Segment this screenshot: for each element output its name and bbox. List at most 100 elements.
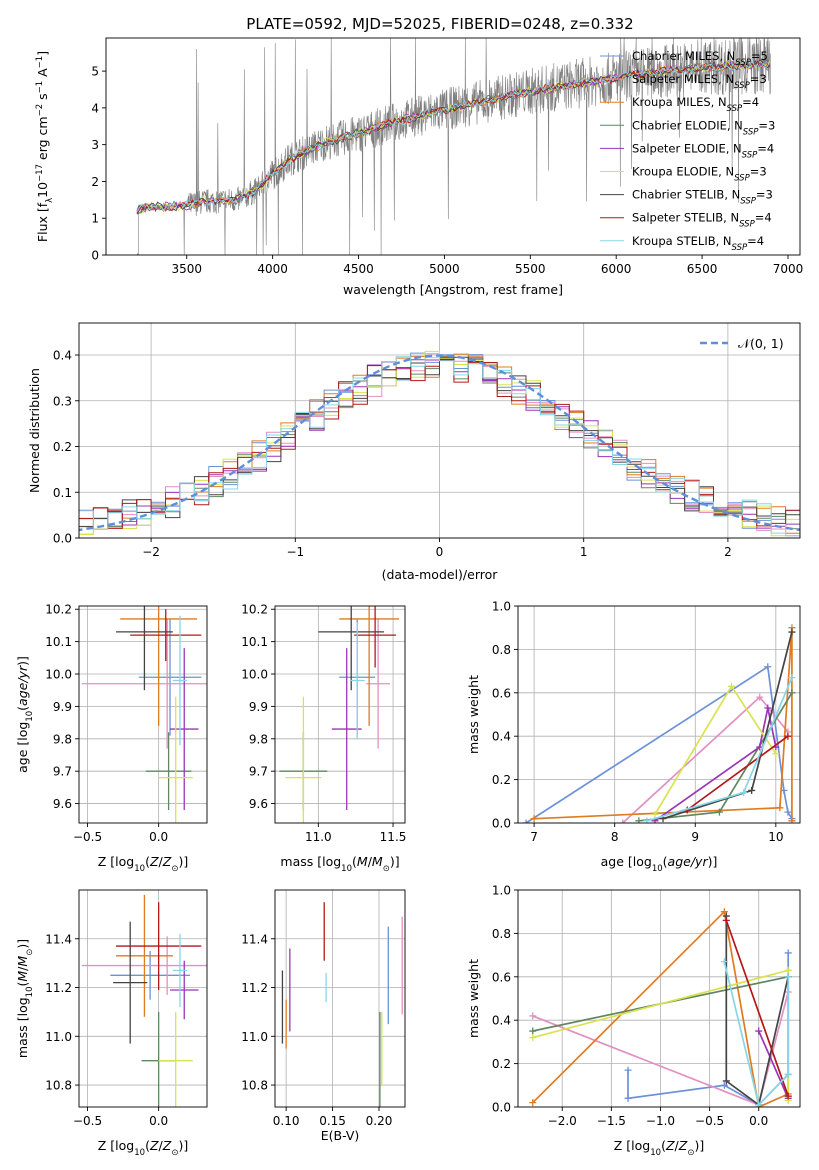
x-tick-label: −1.5 — [597, 1114, 626, 1128]
x-tick-label: 9 — [691, 830, 699, 844]
weight-marker — [784, 732, 792, 740]
legend-entry: Kroupa ELODIE, NSSP=3 — [632, 165, 767, 184]
y-tick-label: 9.7 — [249, 765, 268, 779]
x-axis-label: Z [log10(Z/Z⊙)] — [98, 854, 188, 874]
y-axis-label: mass weight — [466, 675, 481, 754]
legend-entry: Kroupa STELIB, NSSP=4 — [632, 234, 764, 253]
y-tick-label: 0.3 — [53, 394, 72, 408]
y-tick-label: 9.6 — [249, 797, 268, 811]
y-tick-label: 9.6 — [53, 797, 72, 811]
weight-line — [532, 909, 789, 1107]
weight-marker — [784, 1092, 792, 1100]
x-axis-label: E(B-V) — [321, 1128, 360, 1143]
y-tick-label: 0.2 — [53, 440, 72, 454]
plot-area — [529, 908, 792, 1107]
y-tick-label: 0.2 — [492, 1057, 511, 1071]
model-spectrum-line — [136, 59, 771, 211]
weight-line — [525, 665, 793, 823]
weight-marker — [720, 1081, 728, 1089]
weight-marker — [722, 916, 730, 924]
y-axis-label: mass weight — [466, 959, 481, 1038]
y-tick-label: 10.1 — [241, 635, 268, 649]
model-spectrum-line — [136, 61, 771, 212]
x-tick-label: 1 — [580, 545, 588, 559]
x-tick-label: −0.5 — [73, 1114, 102, 1128]
x-tick-label: −1.0 — [646, 1114, 675, 1128]
y-tick-label: 11.4 — [241, 932, 268, 946]
x-tick-label: 0 — [436, 545, 444, 559]
weight-marker — [740, 789, 748, 797]
y-tick-label: 10.8 — [45, 1079, 72, 1093]
weight-line — [723, 961, 790, 1107]
weight-marker — [784, 973, 792, 981]
x-axis-label: Z [log10(Z/Z⊙)] — [98, 1138, 188, 1158]
normal-reference-curve — [79, 354, 800, 532]
y-tick-label: 0.6 — [492, 970, 511, 984]
weight-marker — [788, 689, 796, 697]
x-tick-label: 11.0 — [305, 830, 332, 844]
y-tick-label: 0.4 — [53, 349, 72, 363]
y-tick-label: 0.2 — [492, 773, 511, 787]
x-axis-label: Z [log10(Z/Z⊙)] — [614, 1138, 704, 1158]
weight-marker — [624, 1066, 632, 1074]
y-tick-label: 10.8 — [241, 1079, 268, 1093]
y-axis-label: mass [log10(M/M⊙)] — [15, 939, 35, 1058]
y-tick-label: 10.1 — [45, 635, 72, 649]
axes-frame — [78, 605, 208, 824]
age-vs-metallicity-panel: −0.5 0.0 9.6 9.7 9.8 9.9 10.0 10.1 10.2 Z [log10(… — [15, 603, 208, 874]
y-tick-label: 0.6 — [492, 686, 511, 700]
x-tick-label: 0.0 — [749, 1114, 768, 1128]
plot-area — [522, 624, 796, 823]
x-axis-label: age [log10(age/yr)] — [601, 854, 718, 874]
axes-frame — [517, 605, 801, 824]
x-tick-label: −0.5 — [695, 1114, 724, 1128]
weight-vs-age-panel: 7 8 9 10 0.0 0.2 0.4 0.6 0.8 1.0 age [log10(age/yr… — [466, 600, 801, 874]
x-tick-label: −2.0 — [548, 1114, 577, 1128]
weight-line — [686, 735, 789, 811]
weight-marker — [784, 966, 792, 974]
x-tick-label: 7000 — [773, 262, 804, 276]
legend-entry: Chabrier ELODIE, NSSP=3 — [632, 118, 775, 137]
weight-marker — [772, 750, 780, 758]
legend-entry: Chabrier STELIB, NSSP=3 — [632, 188, 773, 207]
x-tick-label: 8 — [611, 830, 619, 844]
y-tick-label: 9.8 — [249, 732, 268, 746]
x-tick-label: −1 — [286, 545, 304, 559]
axes-frame — [105, 37, 801, 256]
y-tick-label: 11.4 — [45, 932, 72, 946]
x-axis-label: (data-model)/error — [382, 567, 499, 582]
x-tick-label: 10 — [768, 830, 783, 844]
weight-marker — [643, 817, 651, 823]
x-axis-label: mass [log10(M/M⊙)] — [280, 854, 399, 874]
legend-entry: 𝒩(0, 1) — [738, 336, 784, 351]
weight-line — [757, 1030, 789, 1099]
mass-vs-metallicity-panel: −0.5 0.0 10.8 11.0 11.2 11.4 Z [log10(Z/Z⊙)] ma… — [15, 889, 208, 1158]
weight-marker — [529, 1027, 537, 1035]
plot-area — [279, 606, 400, 823]
plot-area — [79, 350, 800, 537]
legend-entry: Salpeter MILES, NSSP=3 — [632, 72, 767, 91]
axes-frame — [274, 605, 406, 824]
weight-marker — [619, 819, 627, 823]
weight-marker — [776, 804, 784, 812]
y-tick-label: 0.4 — [492, 730, 511, 744]
x-tick-label: 4000 — [257, 262, 288, 276]
y-tick-label: 11.0 — [45, 1030, 72, 1044]
y-tick-label: 0 — [91, 249, 99, 263]
weight-marker — [529, 1099, 537, 1107]
y-axis-label: Normed distribution — [27, 368, 42, 493]
x-tick-label: 0.0 — [149, 1114, 168, 1128]
model-spectrum-line — [136, 60, 771, 213]
model-spectrum-line — [136, 60, 771, 214]
weight-marker — [755, 1027, 763, 1035]
y-axis-label: Flux [fλ10−17 erg cm−2 s−1 A−1] — [35, 51, 55, 242]
weight-marker — [720, 958, 728, 966]
x-tick-label: 6500 — [687, 262, 718, 276]
plot-area — [81, 894, 207, 1107]
axes-frame — [274, 889, 406, 1108]
weight-marker — [529, 1034, 537, 1042]
x-tick-label: 0.20 — [366, 1114, 393, 1128]
legend-entry: Salpeter ELODIE, NSSP=4 — [632, 141, 774, 160]
y-tick-label: 4 — [91, 101, 99, 115]
